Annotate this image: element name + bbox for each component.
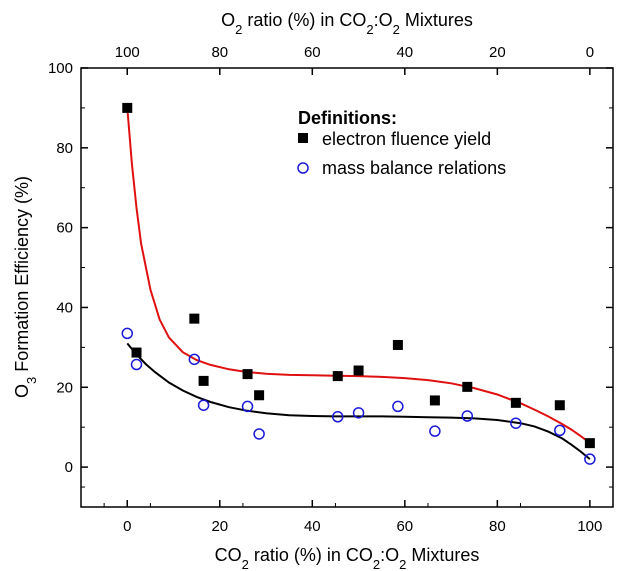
label-text: O [12, 384, 32, 398]
top-tick-label: 0 [586, 44, 594, 61]
point-mass-balance-relations [584, 453, 596, 465]
point-electron-fluence-yield [131, 347, 142, 358]
point-electron-fluence-yield [584, 438, 595, 449]
point-mass-balance-relations [331, 411, 344, 423]
data-points [121, 102, 596, 465]
y-tick-label: 20 [56, 379, 73, 396]
y-tick-label: 100 [48, 60, 73, 77]
top-tick-label: 20 [489, 44, 506, 61]
y-tick-label: 40 [56, 299, 73, 316]
y-tick-label: 0 [65, 459, 73, 476]
legend-marker-electron-fluence-yield [298, 133, 308, 143]
fit-curves [126, 107, 591, 460]
x-tick-label: 100 [577, 518, 602, 535]
x-tick-label: 20 [211, 518, 228, 535]
top-tick-label: 80 [211, 44, 228, 61]
subscript: 2 [235, 22, 242, 37]
label-text: :O [380, 545, 399, 565]
point-electron-fluence-yield [429, 395, 440, 406]
label-text: Mixtures [400, 10, 473, 30]
subscript: 2 [393, 22, 400, 37]
legend-title: Definitions: [298, 108, 397, 128]
label-text: Mixtures [406, 545, 479, 565]
top-tick-label: 40 [396, 44, 413, 61]
point-electron-fluence-yield [242, 369, 253, 380]
fit-line [126, 107, 591, 444]
label-text: Formation Efficiency (%) [12, 176, 32, 377]
point-electron-fluence-yield [510, 397, 521, 408]
point-mass-balance-relations [461, 410, 474, 422]
point-mass-balance-relations [121, 327, 134, 340]
point-electron-fluence-yield [189, 313, 200, 324]
point-mass-balance-relations [554, 424, 566, 437]
point-electron-fluence-yield [353, 365, 364, 376]
point-electron-fluence-yield [392, 339, 403, 350]
top-tick-label: 60 [304, 44, 321, 61]
y-tick-label: 60 [56, 220, 73, 237]
label-text: CO [215, 545, 242, 565]
x-tick-label: 40 [304, 518, 321, 535]
legend-label-mass-balance-relations: mass balance relations [322, 158, 506, 178]
point-mass-balance-relations [510, 417, 522, 429]
axis-ticks: 0 20 40 60 80 100 100 80 60 40 20 0 0 20 40 60 80 100 [48, 44, 613, 535]
point-electron-fluence-yield [122, 102, 133, 113]
x-tick-label: 60 [396, 518, 413, 535]
point-electron-fluence-yield [332, 371, 343, 382]
label-text: ratio (%) in CO [242, 10, 366, 30]
point-mass-balance-relations [241, 400, 254, 413]
plot-frame [80, 67, 614, 508]
point-electron-fluence-yield [554, 400, 565, 411]
x-axis-title-top: O2 ratio (%) in CO2:O2 Mixtures [221, 10, 473, 37]
subscript: 2 [242, 557, 249, 571]
y-tick-label: 80 [56, 140, 73, 157]
point-electron-fluence-yield [198, 375, 209, 386]
x-tick-label: 0 [123, 518, 131, 535]
legend-label-electron-fluence-yield: electron fluence yield [322, 129, 491, 149]
point-electron-fluence-yield [462, 381, 473, 392]
point-mass-balance-relations [253, 428, 265, 440]
point-mass-balance-relations [130, 358, 143, 371]
fit-line [126, 342, 591, 460]
point-mass-balance-relations [197, 399, 210, 411]
subscript: 2 [399, 557, 406, 571]
top-tick-label: 100 [115, 44, 140, 61]
point-mass-balance-relations [392, 400, 404, 413]
subscript: 2 [366, 22, 373, 37]
point-mass-balance-relations [188, 353, 201, 366]
point-mass-balance-relations [352, 407, 365, 419]
x-tick-label: 80 [489, 518, 506, 535]
label-text: :O [374, 10, 393, 30]
legend: Definitions: electron fluence yield mass… [297, 108, 506, 178]
y-axis-title: O3 Formation Efficiency (%) [12, 176, 39, 398]
legend-marker-mass-balance-relations [297, 162, 309, 174]
subscript: 2 [373, 557, 380, 571]
point-electron-fluence-yield [254, 390, 265, 401]
point-mass-balance-relations [429, 425, 441, 437]
subscript: 3 [24, 377, 39, 384]
label-text: O [221, 10, 235, 30]
label-text: ratio (%) in CO [249, 545, 373, 565]
x-axis-title-bottom: CO2 ratio (%) in CO2:O2 Mixtures [215, 545, 480, 571]
